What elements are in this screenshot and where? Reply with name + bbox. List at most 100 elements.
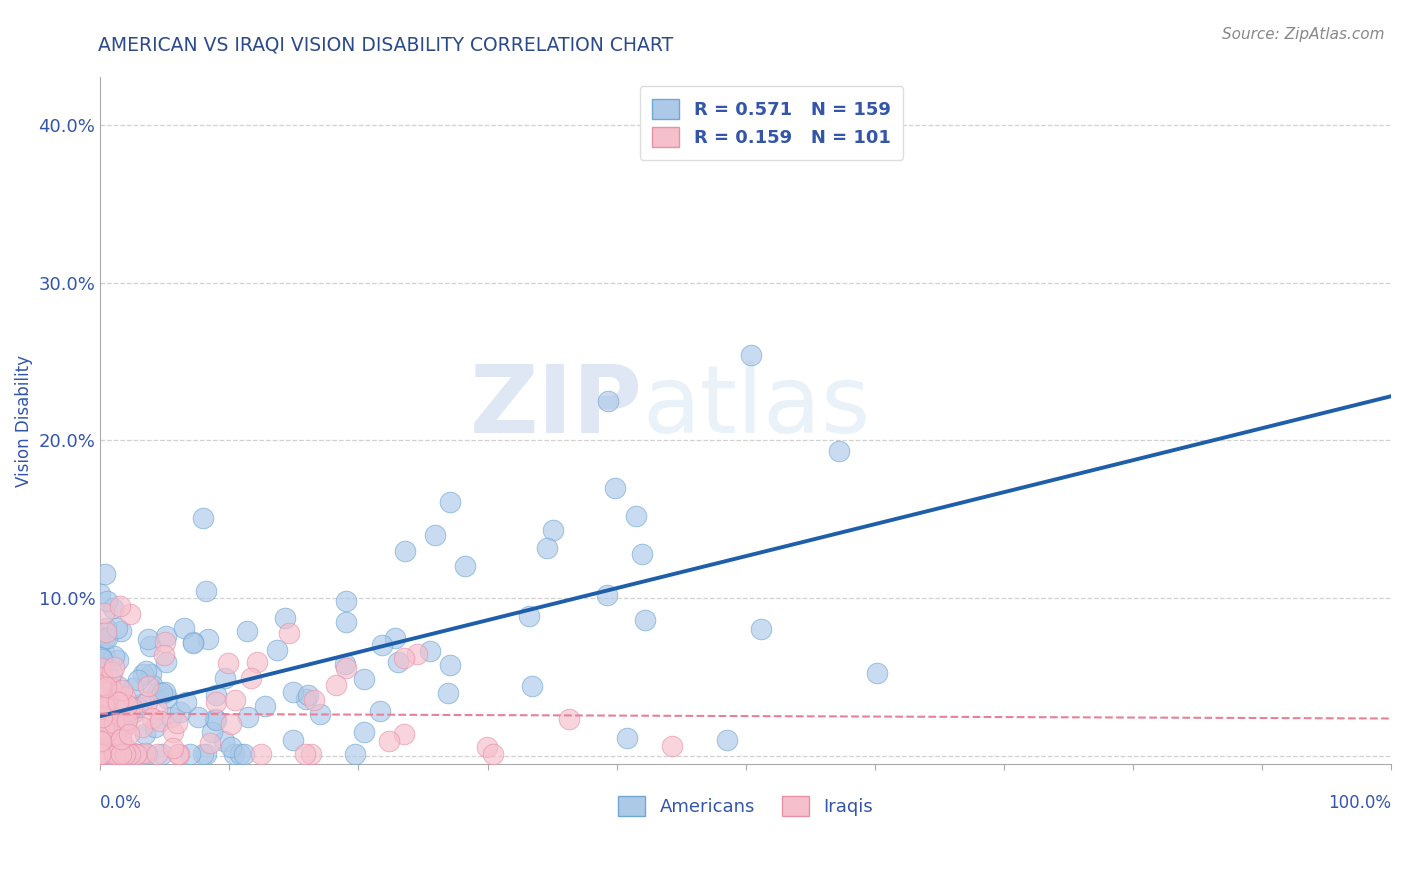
Point: [105, 747, 128, 762]
Text: 100.0%: 100.0%: [1329, 795, 1391, 813]
Point: [89, 747, 111, 762]
Point: [93, 698, 115, 712]
Point: [155, 629, 177, 643]
Point: [100, 681, 122, 695]
Point: [239, 671, 262, 685]
Point: [127, 747, 149, 762]
Point: [224, 693, 246, 707]
Point: [91, 747, 114, 762]
Point: [91, 747, 114, 762]
Point: [91, 710, 114, 724]
Point: [603, 481, 626, 495]
Point: [129, 698, 152, 712]
Point: [197, 632, 219, 646]
Point: [105, 621, 128, 635]
Point: [423, 527, 446, 541]
Point: [181, 636, 204, 650]
Point: [90, 679, 112, 693]
Point: [89, 747, 111, 762]
Point: [179, 747, 201, 762]
Point: [633, 614, 655, 628]
Point: [89, 714, 111, 729]
Point: [114, 747, 136, 762]
Point: [101, 747, 124, 762]
Point: [135, 747, 157, 762]
Point: [121, 681, 143, 695]
Point: [93, 693, 115, 707]
Point: [167, 747, 190, 762]
Point: [595, 588, 617, 602]
Point: [91, 682, 114, 697]
Point: [110, 747, 132, 762]
Point: [110, 624, 132, 638]
Point: [135, 664, 157, 678]
Point: [89, 734, 111, 748]
Point: [105, 747, 128, 762]
Point: [96, 714, 118, 728]
Point: [107, 679, 129, 693]
Point: [394, 727, 416, 741]
Point: [90, 747, 112, 762]
Point: [129, 747, 152, 762]
Point: [522, 679, 544, 693]
Point: [90, 652, 112, 666]
Text: AMERICAN VS IRAQI VISION DISABILITY CORRELATION CHART: AMERICAN VS IRAQI VISION DISABILITY CORR…: [98, 36, 673, 54]
Point: [91, 686, 114, 700]
Point: [111, 747, 134, 762]
Point: [195, 747, 218, 762]
Point: [475, 740, 498, 755]
Point: [481, 747, 503, 762]
Point: [118, 703, 141, 717]
Point: [149, 714, 172, 728]
Point: [89, 678, 111, 692]
Point: [93, 747, 115, 762]
Point: [335, 615, 357, 630]
Point: [219, 717, 242, 731]
Point: [89, 747, 111, 762]
Point: [630, 547, 652, 561]
Point: [139, 666, 162, 681]
Point: [101, 600, 124, 615]
Point: [120, 747, 142, 762]
Point: [277, 625, 299, 640]
Point: [136, 679, 159, 693]
Point: [828, 443, 851, 458]
Point: [90, 733, 112, 747]
Point: [110, 747, 132, 762]
Point: [187, 710, 209, 724]
Point: [108, 747, 131, 762]
Point: [134, 746, 156, 760]
Point: [141, 711, 163, 725]
Point: [96, 747, 118, 762]
Point: [166, 716, 188, 731]
Point: [107, 746, 129, 760]
Point: [150, 686, 173, 700]
Point: [135, 695, 157, 709]
Point: [89, 587, 111, 601]
Point: [353, 672, 375, 686]
Point: [120, 607, 142, 621]
Point: [295, 691, 318, 706]
Point: [89, 629, 111, 643]
Point: [115, 698, 138, 713]
Point: [90, 744, 112, 758]
Point: [103, 716, 125, 731]
Point: [201, 724, 224, 739]
Point: [90, 747, 112, 762]
Point: [96, 631, 118, 645]
Point: [299, 747, 322, 762]
Point: [387, 655, 409, 669]
Text: Source: ZipAtlas.com: Source: ZipAtlas.com: [1222, 27, 1385, 42]
Point: [866, 666, 889, 681]
Point: [90, 747, 112, 762]
Point: [127, 699, 149, 714]
Point: [205, 688, 228, 702]
Point: [439, 495, 461, 509]
Point: [139, 639, 162, 653]
Point: [94, 621, 117, 635]
Point: [91, 740, 114, 755]
Point: [89, 724, 111, 739]
Point: [167, 747, 190, 762]
Point: [91, 747, 114, 762]
Point: [89, 747, 111, 762]
